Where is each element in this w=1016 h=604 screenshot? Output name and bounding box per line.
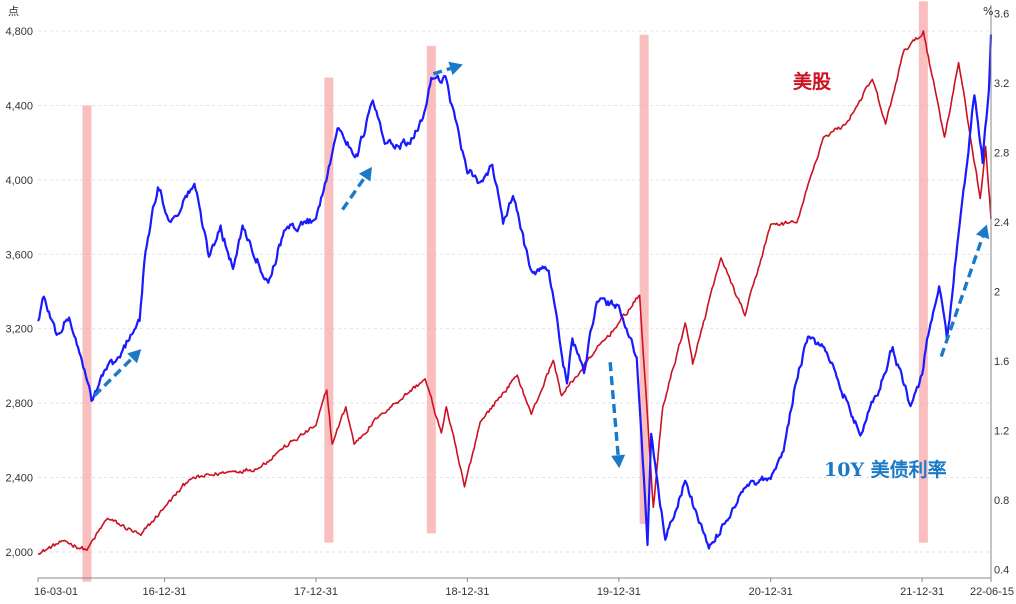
right-tick-label: 3.6	[994, 9, 1009, 21]
trend-arrow-head	[127, 349, 142, 364]
x-tick-label: 19-12-31	[597, 586, 641, 598]
right-tick-label: 0.8	[994, 495, 1009, 507]
left-tick-label: 4,000	[5, 175, 33, 187]
trend-arrow-shaft	[939, 236, 985, 358]
highlight-band	[324, 77, 334, 543]
right-tick-label: 0.4	[994, 564, 1009, 576]
trend-arrow-head	[358, 166, 372, 182]
trend-arrow-shaft	[93, 357, 134, 397]
bond-yield-series-line	[37, 34, 993, 550]
trend-arrow-shaft	[341, 176, 367, 211]
stock-series-label: 美股	[793, 70, 831, 93]
x-tick-label: 22-06-15	[970, 586, 1014, 598]
right-tick-label: 2.4	[994, 217, 1009, 229]
x-tick-label: 20-12-31	[749, 586, 793, 598]
series-lines	[37, 30, 993, 555]
stock-series-line	[37, 30, 992, 555]
left-tick-label: 2,400	[5, 473, 33, 485]
trend-arrow-head	[448, 61, 463, 76]
trend-arrow-shaft	[432, 66, 451, 76]
right-tick-label: 2	[994, 287, 1000, 299]
right-tick-label: 2.8	[994, 148, 1009, 160]
highlight-bands	[82, 1, 928, 582]
axes: 2,000 2,400 2,800 3,200 3,600 4,000 4,400 4,800…	[5, 5, 1014, 598]
left-unit-label: 点	[8, 5, 19, 18]
left-tick-label: 3,200	[5, 324, 33, 336]
highlight-band	[82, 105, 92, 582]
bond-series-label: 10Y 美债利率	[824, 458, 947, 481]
right-tick-label: 3.2	[994, 78, 1009, 90]
trend-arrow-head	[975, 224, 990, 240]
highlight-band	[918, 1, 928, 543]
x-tick-label: 18-12-31	[445, 586, 489, 598]
highlight-band	[426, 45, 436, 534]
highlight-band	[639, 34, 649, 525]
trend-arrow-shaft	[608, 362, 620, 456]
x-tick-label: 17-12-31	[294, 586, 338, 598]
right-unit-label: %	[983, 5, 993, 18]
left-tick-label: 3,600	[5, 249, 33, 261]
trend-arrow-head	[611, 454, 626, 469]
x-tick-label: 21-12-31	[900, 586, 944, 598]
x-tick-label: 16-12-31	[143, 586, 187, 598]
right-tick-label: 1.6	[994, 356, 1009, 368]
x-tick-label: 16-03-01	[34, 586, 78, 598]
left-tick-label: 4,400	[5, 100, 33, 112]
right-tick-label: 1.2	[994, 425, 1009, 437]
left-tick-label: 4,800	[5, 26, 33, 38]
left-tick-label: 2,800	[5, 398, 33, 410]
left-tick-label: 2,000	[5, 547, 33, 559]
trend-arrows	[93, 61, 990, 469]
